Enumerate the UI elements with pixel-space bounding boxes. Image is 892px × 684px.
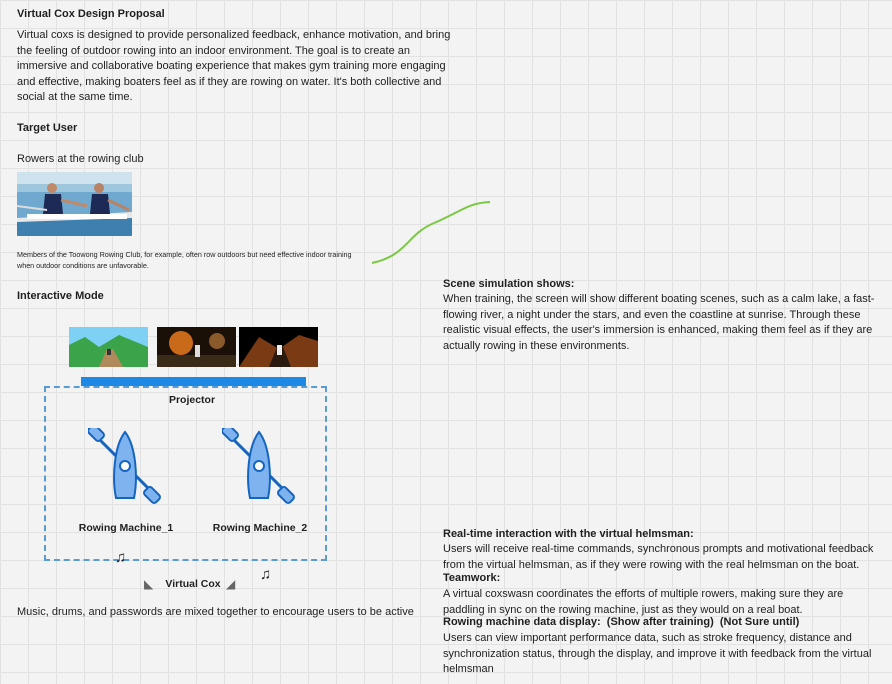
realtime-body: Users will receive real-time commands, s… (443, 543, 874, 571)
music-note-icon: ♫ (260, 566, 272, 583)
data-display-heading: Rowing machine data display: (Show after… (443, 616, 800, 628)
rowing-setup-box (44, 386, 327, 561)
target-user-caption: Members of the Toowong Rowing Club, for … (17, 250, 352, 270)
speaker-icon: ◢ (226, 577, 236, 591)
machine-2-label: Rowing Machine_2 (212, 522, 308, 534)
speaker-icon: ◣ (144, 577, 154, 591)
target-user-heading: Target User (17, 122, 78, 134)
interactive-heading: Interactive Mode (17, 290, 104, 302)
virtual-cox-label: Virtual Cox (165, 578, 221, 590)
scene-heading: Scene simulation shows: (443, 278, 575, 290)
scene-night-image (239, 327, 318, 367)
target-user-text: Rowers at the rowing club (17, 153, 144, 165)
rowers-photo (17, 172, 132, 236)
proposal-body: Virtual coxs is designed to provide pers… (17, 29, 451, 103)
music-note-icon: ♫ (115, 549, 127, 566)
teamwork-body: A virtual coxswasn coordinates the effor… (443, 588, 844, 616)
realtime-heading: Real-time interaction with the virtual h… (443, 528, 694, 540)
connector-line (371, 201, 491, 264)
boat-icon (88, 428, 161, 504)
scene-body: When training, the screen will show diff… (443, 293, 875, 352)
machine-1-label: Rowing Machine_1 (78, 522, 174, 534)
projector-label: Projector (168, 394, 216, 406)
projector-bar (81, 377, 306, 386)
teamwork-heading: Teamwork: (443, 572, 501, 584)
music-note-text: Music, drums, and passwords are mixed to… (17, 606, 414, 618)
scene-river-image (157, 327, 236, 367)
data-display-body: Users can view important performance dat… (443, 632, 872, 675)
scene-lake-image (69, 327, 148, 367)
proposal-title: Virtual Cox Design Proposal (17, 8, 165, 20)
boat-icon (222, 428, 295, 504)
